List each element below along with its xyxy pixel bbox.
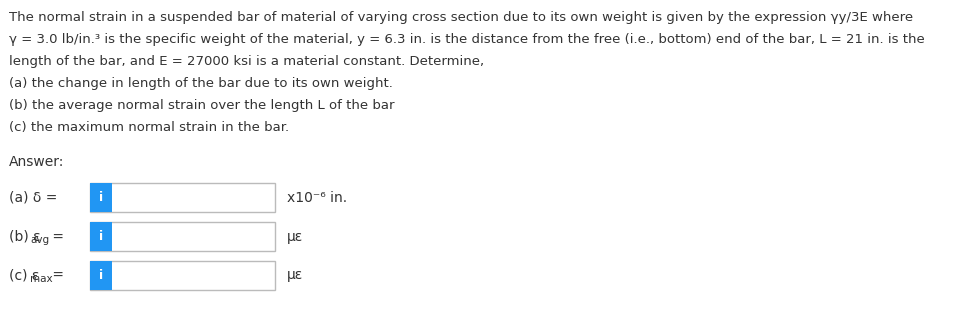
FancyBboxPatch shape	[90, 261, 112, 290]
Text: max: max	[30, 274, 53, 284]
Text: Answer:: Answer:	[10, 155, 64, 169]
Text: avg: avg	[30, 236, 49, 245]
Text: (a) δ =: (a) δ =	[10, 191, 62, 205]
FancyBboxPatch shape	[90, 183, 275, 213]
Text: (c) ε: (c) ε	[10, 268, 39, 282]
Text: (c) the maximum normal strain in the bar.: (c) the maximum normal strain in the bar…	[10, 121, 290, 134]
Text: =: =	[49, 229, 69, 244]
FancyBboxPatch shape	[90, 222, 275, 251]
Text: i: i	[98, 269, 103, 282]
Text: The normal strain in a suspended bar of material of varying cross section due to: The normal strain in a suspended bar of …	[10, 11, 913, 24]
Text: length of the bar, and E = 27000 ksi is a material constant. Determine,: length of the bar, and E = 27000 ksi is …	[10, 55, 485, 68]
FancyBboxPatch shape	[90, 183, 112, 213]
Text: με: με	[287, 229, 303, 244]
Text: (b) ε: (b) ε	[10, 229, 41, 244]
Text: (b) the average normal strain over the length L of the bar: (b) the average normal strain over the l…	[10, 99, 395, 112]
FancyBboxPatch shape	[90, 222, 112, 251]
Text: (a) the change in length of the bar due to its own weight.: (a) the change in length of the bar due …	[10, 77, 393, 90]
Text: με: με	[287, 268, 303, 282]
Text: γ = 3.0 lb/in.³ is the specific weight of the material, y = 6.3 in. is the dista: γ = 3.0 lb/in.³ is the specific weight o…	[10, 33, 924, 46]
Text: i: i	[98, 191, 103, 204]
Text: i: i	[98, 230, 103, 243]
FancyBboxPatch shape	[90, 261, 275, 290]
Text: =: =	[49, 268, 69, 282]
Text: x10⁻⁶ in.: x10⁻⁶ in.	[287, 191, 347, 205]
